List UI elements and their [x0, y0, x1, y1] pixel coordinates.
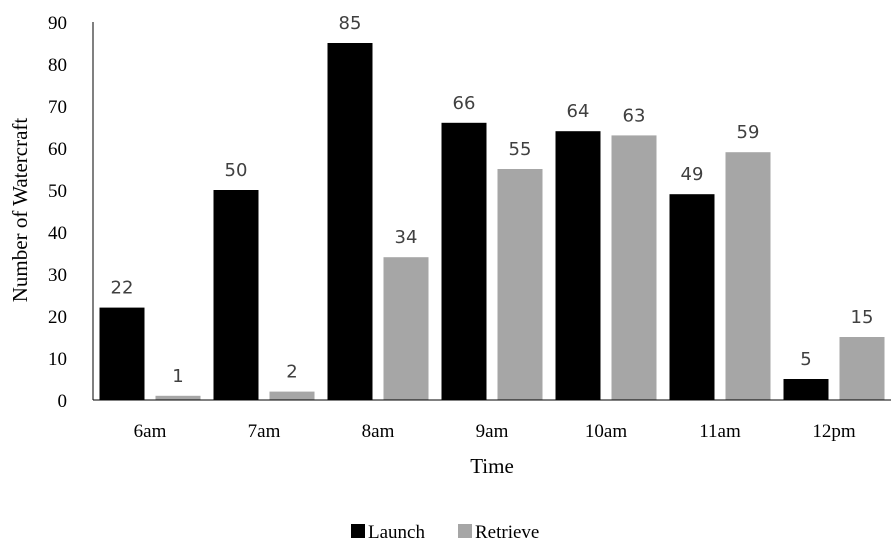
- y-axis-title: Number of Watercraft: [8, 118, 32, 303]
- bar-launch-9am: [441, 122, 487, 401]
- data-label-launch-10am: 64: [567, 101, 590, 122]
- y-tick-label: 50: [48, 181, 67, 202]
- bars: [99, 43, 885, 401]
- bar-retrieve-12pm: [839, 337, 885, 400]
- data-label-retrieve-10am: 63: [623, 105, 646, 126]
- legend-label-launch: Launch: [368, 522, 425, 543]
- data-label-retrieve-7am: 2: [286, 362, 297, 383]
- bar-retrieve-6am: [155, 395, 201, 400]
- x-tick-label-8am: 8am: [362, 421, 395, 442]
- legend-swatch-retrieve: [458, 524, 472, 538]
- data-label-retrieve-6am: 1: [172, 366, 183, 387]
- legend-label-retrieve: Retrieve: [475, 522, 539, 543]
- data-label-launch-8am: 85: [339, 13, 362, 34]
- legend: Launch Retrieve: [351, 522, 539, 543]
- y-tick-label: 90: [48, 13, 67, 34]
- x-tick-label-10am: 10am: [585, 421, 627, 442]
- bar-launch-12pm: [783, 379, 829, 400]
- y-tick-label: 20: [48, 307, 67, 328]
- data-label-launch-6am: 22: [111, 278, 134, 299]
- x-tick-label-7am: 7am: [248, 421, 281, 442]
- x-axis-title: Time: [470, 454, 514, 478]
- data-label-retrieve-8am: 34: [395, 227, 418, 248]
- bar-retrieve-8am: [383, 257, 429, 400]
- y-tick-label: 60: [48, 139, 67, 160]
- bar-retrieve-7am: [269, 391, 315, 400]
- bar-launch-8am: [327, 43, 373, 400]
- bar-launch-7am: [213, 190, 259, 400]
- bar-retrieve-9am: [497, 169, 543, 400]
- data-label-retrieve-12pm: 15: [851, 307, 874, 328]
- x-tick-label-11am: 11am: [699, 421, 741, 442]
- y-tick-label: 70: [48, 97, 67, 118]
- bar-retrieve-11am: [725, 152, 771, 400]
- data-label-retrieve-9am: 55: [509, 139, 532, 160]
- data-label-launch-7am: 50: [225, 160, 248, 181]
- bar-launch-10am: [555, 131, 601, 400]
- bar-launch-11am: [669, 194, 715, 400]
- x-tick-label-6am: 6am: [134, 421, 167, 442]
- data-label-launch-9am: 66: [453, 93, 476, 114]
- x-axis: 6am 7am 8am 9am 10am 11am 12pm: [93, 399, 891, 442]
- data-label-retrieve-11am: 59: [737, 122, 760, 143]
- bar-launch-6am: [99, 307, 145, 400]
- bar-retrieve-10am: [611, 135, 657, 400]
- y-tick-label: 30: [48, 265, 67, 286]
- y-tick-label: 40: [48, 223, 67, 244]
- data-label-launch-12pm: 5: [800, 349, 811, 370]
- x-tick-label-9am: 9am: [476, 421, 509, 442]
- y-tick-label: 80: [48, 55, 67, 76]
- y-tick-label: 10: [48, 349, 67, 370]
- x-tick-label-12pm: 12pm: [812, 421, 856, 442]
- legend-swatch-launch: [351, 524, 365, 538]
- y-axis: 0 10 20 30 40 50 60 70 80 90: [48, 13, 94, 412]
- data-label-launch-11am: 49: [681, 164, 704, 185]
- y-tick-label: 0: [58, 391, 68, 412]
- data-labels: 22 1 50 2 85 34 66 55 64 63 49 59 5 15: [111, 13, 874, 387]
